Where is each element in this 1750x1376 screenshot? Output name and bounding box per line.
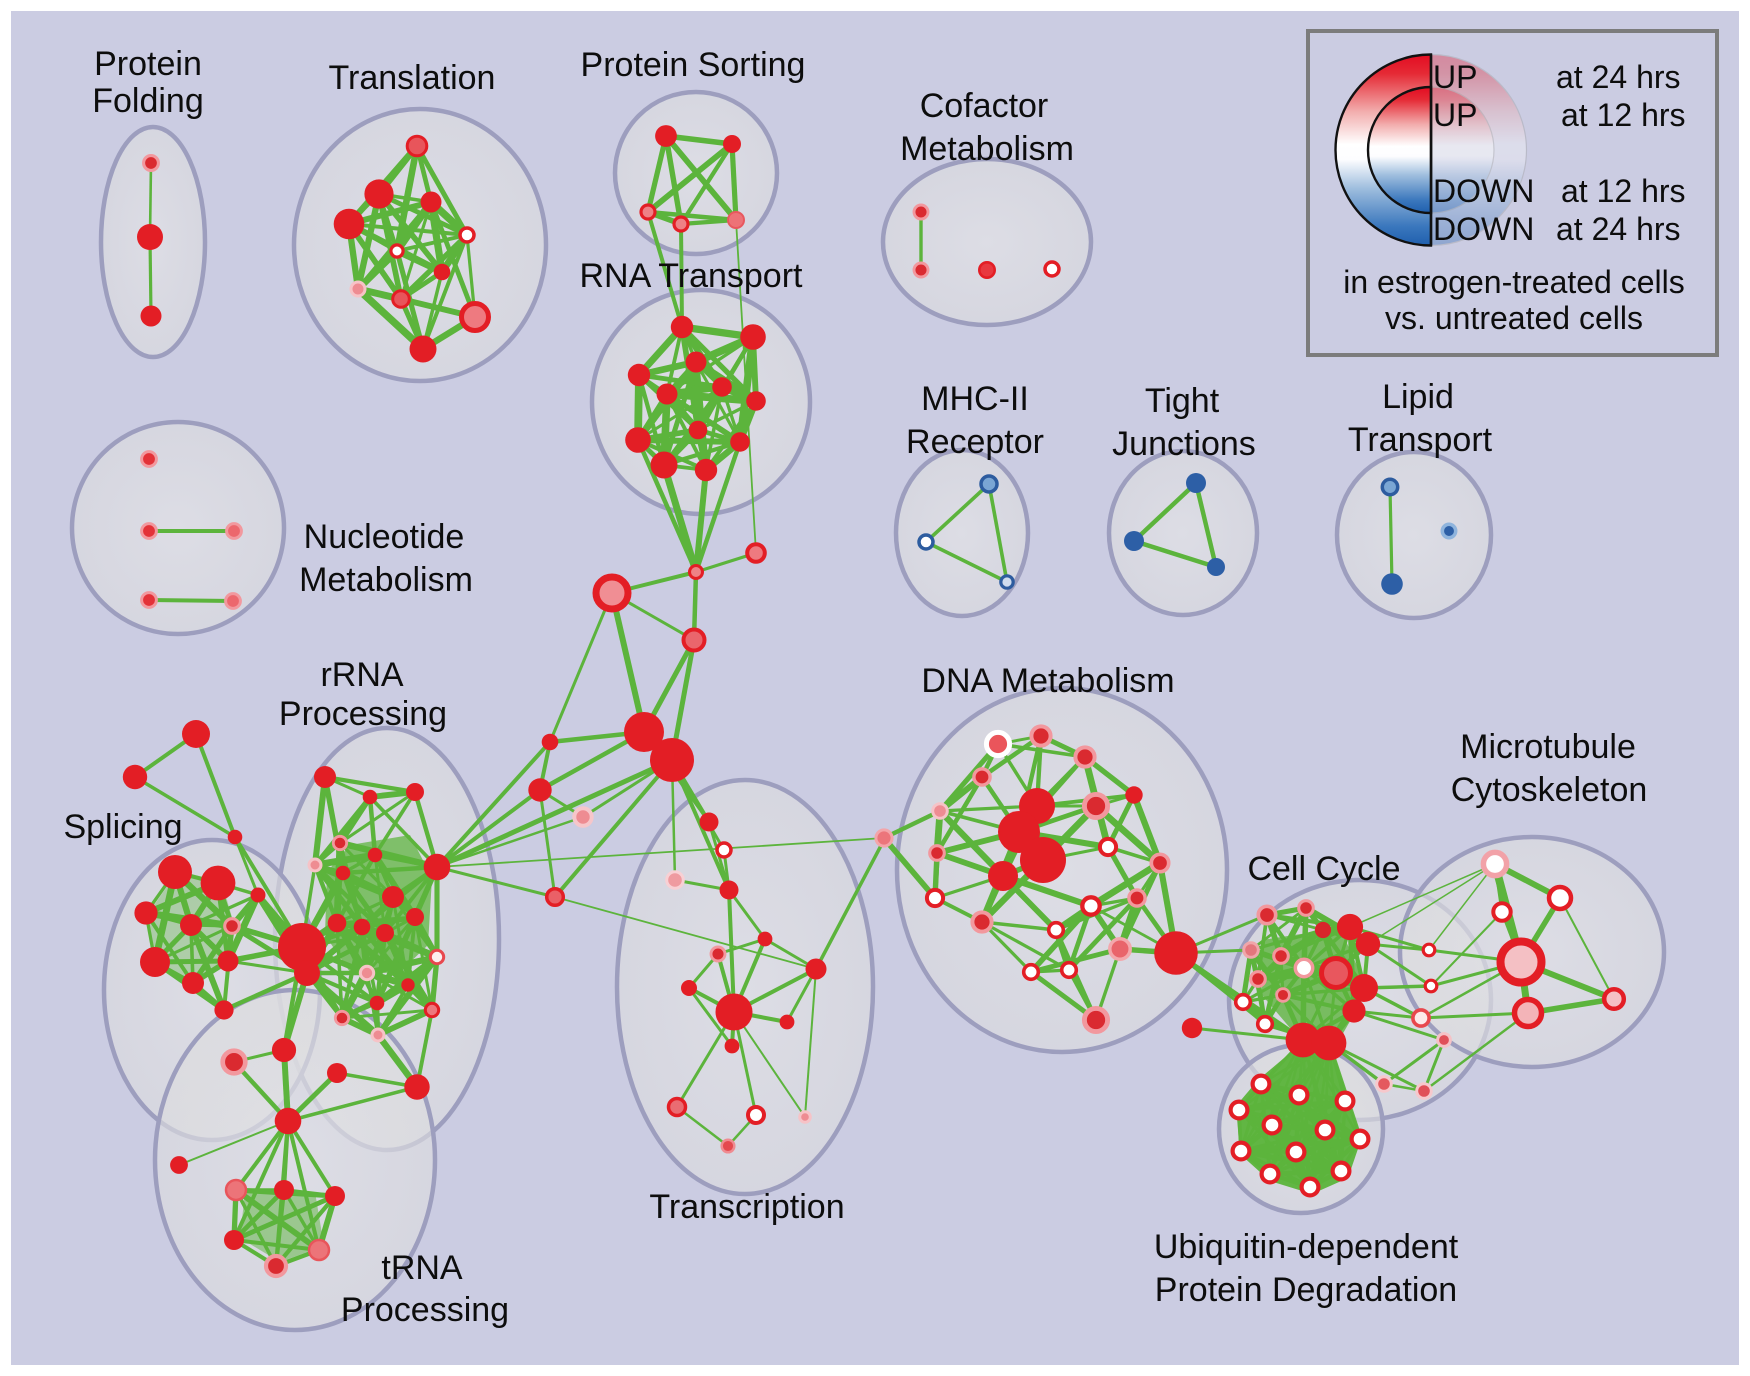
svg-text:Cytoskeleton: Cytoskeleton — [1451, 771, 1648, 809]
svg-text:Lipid: Lipid — [1382, 378, 1454, 416]
svg-text:Metabolism: Metabolism — [299, 561, 473, 599]
svg-text:rRNA: rRNA — [320, 656, 403, 694]
svg-text:DNA Metabolism: DNA Metabolism — [921, 662, 1174, 700]
svg-text:Transport: Transport — [1348, 421, 1493, 459]
svg-text:at 12 hrs: at 12 hrs — [1561, 97, 1686, 133]
svg-text:Splicing: Splicing — [63, 808, 182, 846]
svg-text:Tight: Tight — [1145, 382, 1220, 420]
svg-text:Metabolism: Metabolism — [900, 130, 1074, 168]
svg-text:Cofactor: Cofactor — [920, 87, 1049, 125]
svg-text:Cell Cycle: Cell Cycle — [1247, 850, 1400, 888]
svg-text:Microtubule: Microtubule — [1460, 728, 1636, 766]
svg-text:Ubiquitin-dependent: Ubiquitin-dependent — [1154, 1228, 1459, 1266]
svg-text:at 24 hrs: at 24 hrs — [1556, 59, 1681, 95]
svg-text:in estrogen-treated cells: in estrogen-treated cells — [1343, 264, 1685, 300]
svg-text:Protein: Protein — [94, 45, 202, 83]
svg-text:Junctions: Junctions — [1112, 425, 1256, 463]
svg-text:Protein Degradation: Protein Degradation — [1155, 1271, 1457, 1309]
svg-text:DOWN: DOWN — [1433, 211, 1534, 247]
svg-text:Nucleotide: Nucleotide — [304, 518, 465, 556]
svg-text:at 24 hrs: at 24 hrs — [1556, 211, 1681, 247]
svg-text:Receptor: Receptor — [906, 423, 1044, 461]
svg-text:Protein Sorting: Protein Sorting — [581, 46, 806, 84]
svg-text:UP: UP — [1433, 59, 1477, 95]
svg-text:UP: UP — [1433, 97, 1477, 133]
svg-text:tRNA: tRNA — [381, 1249, 463, 1287]
svg-text:at 12 hrs: at 12 hrs — [1561, 173, 1686, 209]
svg-text:Processing: Processing — [341, 1291, 509, 1329]
svg-text:Folding: Folding — [92, 82, 204, 120]
svg-text:Translation: Translation — [329, 59, 496, 97]
svg-text:Transcription: Transcription — [649, 1188, 844, 1226]
svg-text:Processing: Processing — [279, 695, 447, 733]
svg-text:DOWN: DOWN — [1433, 173, 1534, 209]
svg-text:RNA Transport: RNA Transport — [580, 257, 804, 295]
svg-text:MHC-II: MHC-II — [921, 380, 1029, 418]
svg-text:vs. untreated cells: vs. untreated cells — [1385, 300, 1643, 336]
